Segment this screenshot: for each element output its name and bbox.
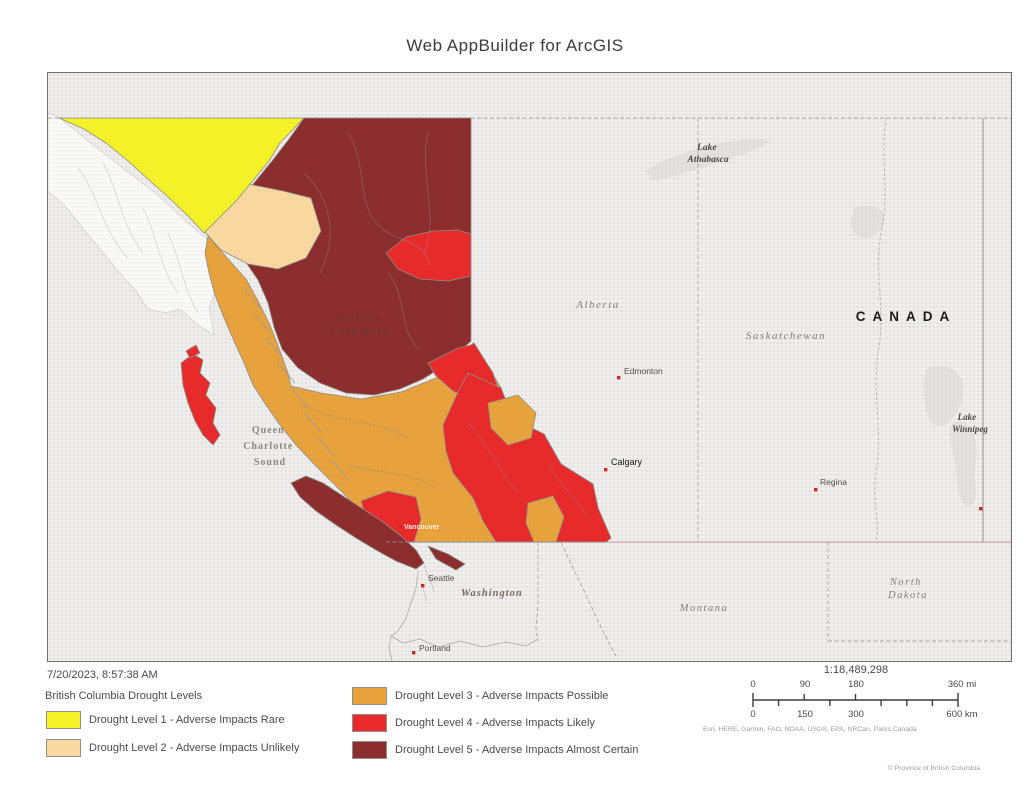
boundary-idaho-montana — [560, 541, 617, 657]
scale-km-300: 300 — [848, 709, 864, 720]
city-dot-portland — [412, 651, 416, 655]
legend-row-level-1: Drought Level 1 - Adverse Impacts Rare — [46, 710, 285, 730]
label-washington: Washington — [461, 588, 523, 599]
puget-sound-lines — [421, 564, 435, 602]
label-lake-athabasca: Lake Athabasca — [686, 143, 728, 165]
timestamp: 7/20/2023, 8:57:38 AM — [47, 669, 158, 681]
scale-km-150: 150 — [797, 709, 813, 720]
legend-label-level-2: Drought Level 2 - Adverse Impacts Unlike… — [89, 742, 300, 754]
coastline-washington — [388, 570, 419, 661]
attribution: Esri, HERE, Garmin, FAO, NOAA, USGS, EPA… — [703, 726, 917, 733]
city-dot-regina — [814, 488, 818, 492]
city-dot-vancouver — [399, 525, 402, 528]
city-label-calgary: Calgary — [611, 457, 643, 467]
legend-label-level-4: Drought Level 4 - Adverse Impacts Likely — [395, 717, 595, 729]
city-label-edmonton: Edmonton — [624, 366, 663, 376]
legend-swatch-level-1 — [46, 711, 81, 729]
city-dots — [399, 376, 983, 655]
scale-mi-90: 90 — [799, 679, 811, 690]
legend-label-level-1: Drought Level 1 - Adverse Impacts Rare — [89, 714, 285, 726]
label-north-dakota: North Dakota — [887, 577, 928, 601]
label-alberta: Alberta — [575, 299, 620, 311]
legend-swatch-level-5 — [352, 741, 387, 759]
scale-mi-0: 0 — [750, 679, 756, 690]
scale-ratio: 1:18,489,298 — [823, 664, 889, 676]
boundary-river-east — [874, 117, 887, 543]
legend-swatch-level-2 — [46, 739, 81, 757]
boundary-washington-oregon — [390, 635, 539, 648]
label-canada: CANADA — [856, 309, 957, 324]
map-frame: Lake Athabasca Alberta Saskatchewan CANA… — [47, 72, 1012, 662]
city-label-regina: Regina — [820, 477, 847, 487]
legend-label-level-5: Drought Level 5 - Adverse Impacts Almost… — [395, 744, 639, 756]
scale-mi-360: 360 mi — [947, 679, 977, 690]
label-montana: Montana — [679, 603, 728, 614]
label-british-columbia: British Columbia — [330, 312, 391, 338]
scale-km-600: 600 km — [946, 709, 978, 720]
dot-texture-overlay — [48, 73, 1011, 661]
legend-row-level-3: Drought Level 3 - Adverse Impacts Possib… — [352, 686, 608, 706]
label-lake-winnipeg: Lake Winnipeg — [952, 412, 988, 434]
city-label-vancouver: Vancouver — [404, 524, 440, 531]
city-dot-winnipeg — [979, 507, 983, 511]
scale-mi-180: 180 — [848, 679, 864, 690]
legend-label-level-3: Drought Level 3 - Adverse Impacts Possib… — [395, 690, 609, 702]
legend-title: British Columbia Drought Levels — [45, 690, 203, 702]
legend-row-level-2: Drought Level 2 - Adverse Impacts Unlike… — [46, 738, 299, 758]
city-dot-edmonton — [617, 376, 621, 380]
scale-km-0: 0 — [750, 709, 756, 720]
copyright: © Province of British Columbia — [887, 765, 980, 772]
legend-row-level-5: Drought Level 5 - Adverse Impacts Almost… — [352, 740, 638, 760]
label-saskatchewan: Saskatchewan — [746, 330, 826, 342]
scale-bar — [752, 693, 959, 707]
city-label-portland: Portland — [419, 643, 451, 653]
legend-swatch-level-3 — [352, 687, 387, 705]
boundary-washington-idaho — [535, 542, 539, 642]
legend-swatch-level-4 — [352, 714, 387, 732]
legend-row-level-4: Drought Level 4 - Adverse Impacts Likely — [352, 713, 595, 733]
city-dot-seattle — [421, 584, 425, 588]
city-label-seattle: Seattle — [428, 573, 455, 583]
city-dot-calgary — [604, 468, 608, 472]
page-title: Web AppBuilder for ArcGIS — [406, 36, 624, 55]
label-queen-charlotte-sound: Queen Charlotte Sound — [243, 425, 297, 468]
map-svg: Lake Athabasca Alberta Saskatchewan CANA… — [48, 73, 1011, 661]
